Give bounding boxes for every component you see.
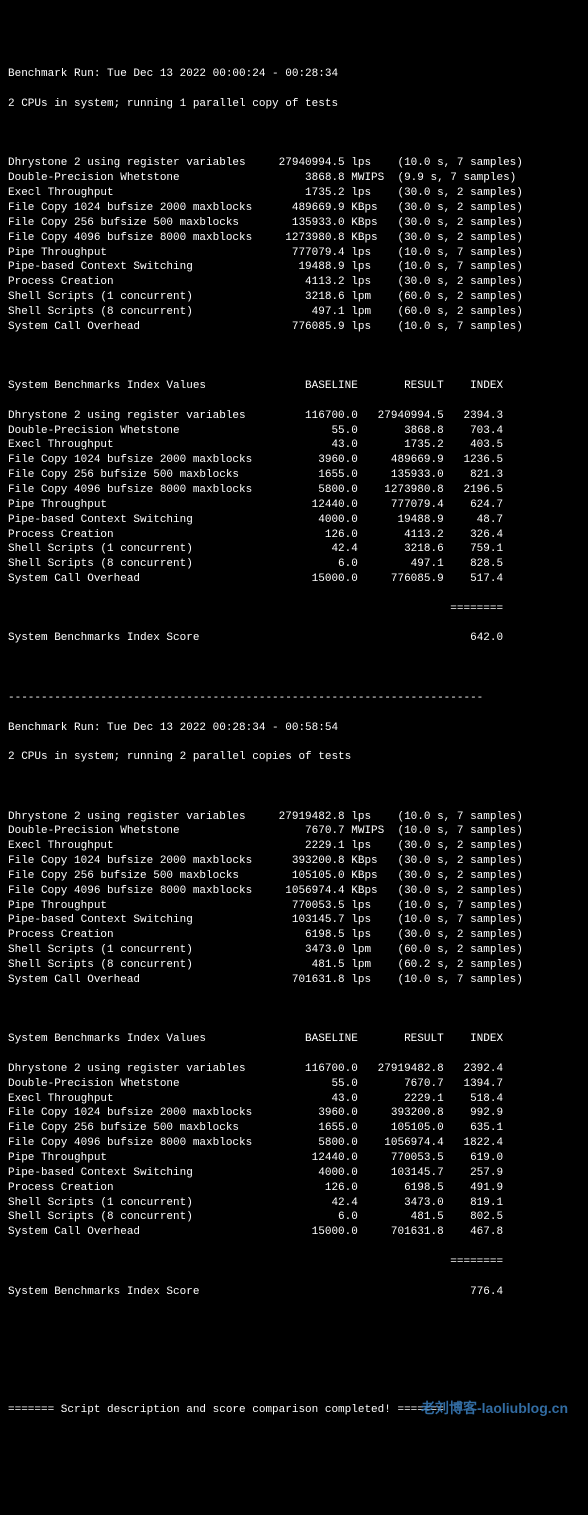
run2-score-line: System Benchmarks Index Score 776.4 xyxy=(8,1285,580,1300)
result-row: Pipe Throughput 777079.4 lps (10.0 s, 7 … xyxy=(8,246,580,261)
result-row: Execl Throughput 1735.2 lps (30.0 s, 2 s… xyxy=(8,186,580,201)
run2-results: Dhrystone 2 using register variables 279… xyxy=(8,810,580,988)
index-row: Process Creation 126.0 6198.5 491.9 xyxy=(8,1181,580,1196)
index-row: Shell Scripts (1 concurrent) 42.4 3218.6… xyxy=(8,542,580,557)
run2-index-rows: Dhrystone 2 using register variables 116… xyxy=(8,1062,580,1240)
result-row: System Call Overhead 776085.9 lps (10.0 … xyxy=(8,320,580,335)
blank xyxy=(8,1003,580,1018)
result-row: Shell Scripts (8 concurrent) 497.1 lpm (… xyxy=(8,305,580,320)
index-row: Execl Throughput 43.0 2229.1 518.4 xyxy=(8,1092,580,1107)
result-row: Process Creation 4113.2 lps (30.0 s, 2 s… xyxy=(8,275,580,290)
result-row: File Copy 1024 bufsize 2000 maxblocks 48… xyxy=(8,201,580,216)
index-row: Shell Scripts (8 concurrent) 6.0 481.5 8… xyxy=(8,1210,580,1225)
run1-header2: 2 CPUs in system; running 1 parallel cop… xyxy=(8,97,580,112)
run1-results: Dhrystone 2 using register variables 279… xyxy=(8,156,580,334)
result-row: File Copy 1024 bufsize 2000 maxblocks 39… xyxy=(8,854,580,869)
blank xyxy=(8,1344,580,1359)
result-row: Shell Scripts (1 concurrent) 3218.6 lpm … xyxy=(8,290,580,305)
blank xyxy=(8,1374,580,1389)
result-row: File Copy 4096 bufsize 8000 maxblocks 10… xyxy=(8,884,580,899)
index-row: Shell Scripts (8 concurrent) 6.0 497.1 8… xyxy=(8,557,580,572)
index-row: Execl Throughput 43.0 1735.2 403.5 xyxy=(8,438,580,453)
result-row: File Copy 256 bufsize 500 maxblocks 1051… xyxy=(8,869,580,884)
index-row: Pipe Throughput 12440.0 770053.5 619.0 xyxy=(8,1151,580,1166)
run1-score-line: System Benchmarks Index Score 642.0 xyxy=(8,631,580,646)
index-row: Double-Precision Whetstone 55.0 3868.8 7… xyxy=(8,424,580,439)
index-row: File Copy 4096 bufsize 8000 maxblocks 58… xyxy=(8,483,580,498)
footer: ======= Script description and score com… xyxy=(8,1403,580,1418)
result-row: Dhrystone 2 using register variables 279… xyxy=(8,810,580,825)
run2-sep: ======== xyxy=(8,1255,580,1270)
index-row: Dhrystone 2 using register variables 116… xyxy=(8,409,580,424)
result-row: Process Creation 6198.5 lps (30.0 s, 2 s… xyxy=(8,928,580,943)
run2-header2: 2 CPUs in system; running 2 parallel cop… xyxy=(8,750,580,765)
blank xyxy=(8,127,580,142)
run1-sep: ======== xyxy=(8,602,580,617)
result-row: Execl Throughput 2229.1 lps (30.0 s, 2 s… xyxy=(8,839,580,854)
divider: ----------------------------------------… xyxy=(8,691,580,706)
result-row: Double-Precision Whetstone 3868.8 MWIPS … xyxy=(8,171,580,186)
result-row: System Call Overhead 701631.8 lps (10.0 … xyxy=(8,973,580,988)
result-row: Dhrystone 2 using register variables 279… xyxy=(8,156,580,171)
result-row: Pipe-based Context Switching 19488.9 lps… xyxy=(8,260,580,275)
result-row: File Copy 4096 bufsize 8000 maxblocks 12… xyxy=(8,231,580,246)
result-row: File Copy 256 bufsize 500 maxblocks 1359… xyxy=(8,216,580,231)
blank xyxy=(8,780,580,795)
index-row: Double-Precision Whetstone 55.0 7670.7 1… xyxy=(8,1077,580,1092)
run1-index-header: System Benchmarks Index Values BASELINE … xyxy=(8,379,580,394)
result-row: Pipe Throughput 770053.5 lps (10.0 s, 7 … xyxy=(8,899,580,914)
run2-index-header: System Benchmarks Index Values BASELINE … xyxy=(8,1032,580,1047)
run1-header1: Benchmark Run: Tue Dec 13 2022 00:00:24 … xyxy=(8,67,580,82)
blank xyxy=(8,661,580,676)
index-row: Process Creation 126.0 4113.2 326.4 xyxy=(8,528,580,543)
terminal-output: Benchmark Run: Tue Dec 13 2022 00:00:24 … xyxy=(8,53,580,1448)
index-row: Shell Scripts (1 concurrent) 42.4 3473.0… xyxy=(8,1196,580,1211)
index-row: File Copy 4096 bufsize 8000 maxblocks 58… xyxy=(8,1136,580,1151)
result-row: Pipe-based Context Switching 103145.7 lp… xyxy=(8,913,580,928)
index-row: Pipe-based Context Switching 4000.0 1948… xyxy=(8,513,580,528)
index-row: File Copy 1024 bufsize 2000 maxblocks 39… xyxy=(8,1106,580,1121)
index-row: File Copy 1024 bufsize 2000 maxblocks 39… xyxy=(8,453,580,468)
run1-index-rows: Dhrystone 2 using register variables 116… xyxy=(8,409,580,587)
index-row: Pipe Throughput 12440.0 777079.4 624.7 xyxy=(8,498,580,513)
index-row: File Copy 256 bufsize 500 maxblocks 1655… xyxy=(8,1121,580,1136)
result-row: Double-Precision Whetstone 7670.7 MWIPS … xyxy=(8,824,580,839)
index-row: Pipe-based Context Switching 4000.0 1031… xyxy=(8,1166,580,1181)
index-row: Dhrystone 2 using register variables 116… xyxy=(8,1062,580,1077)
index-row: System Call Overhead 15000.0 701631.8 46… xyxy=(8,1225,580,1240)
index-row: System Call Overhead 15000.0 776085.9 51… xyxy=(8,572,580,587)
index-row: File Copy 256 bufsize 500 maxblocks 1655… xyxy=(8,468,580,483)
blank xyxy=(8,349,580,364)
run2-header1: Benchmark Run: Tue Dec 13 2022 00:28:34 … xyxy=(8,721,580,736)
blank xyxy=(8,1314,580,1329)
result-row: Shell Scripts (1 concurrent) 3473.0 lpm … xyxy=(8,943,580,958)
result-row: Shell Scripts (8 concurrent) 481.5 lpm (… xyxy=(8,958,580,973)
